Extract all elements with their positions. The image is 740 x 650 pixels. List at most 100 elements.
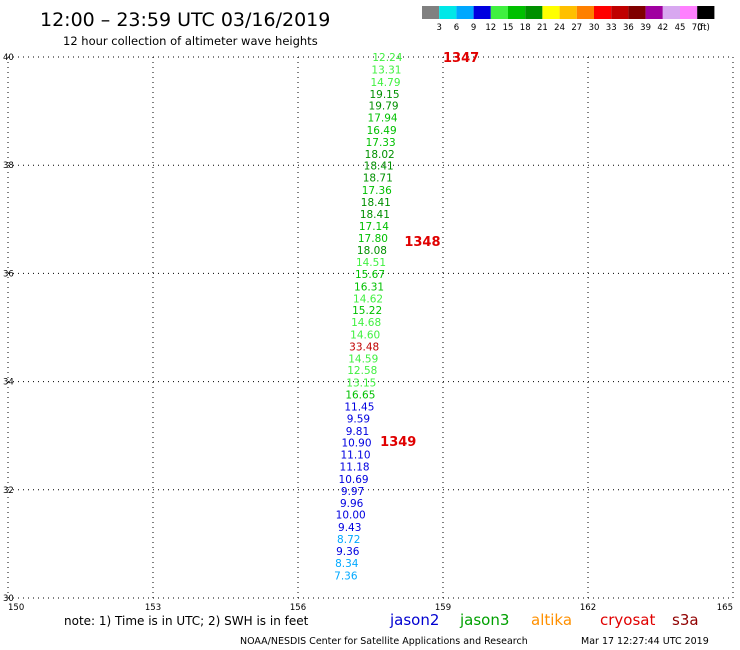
- swh-value: 15.67: [355, 269, 385, 281]
- satellite-legend: jason2 jason3 altika cryosat s3a: [389, 611, 699, 629]
- swh-value: 18.41: [364, 161, 394, 173]
- plot-area: 150 153 156 159 162 165 30 32 34 36 38 40 12.2413.31…: [3, 51, 734, 613]
- footer-note: note: 1) Time is in UTC; 2) SWH is in fe…: [64, 614, 309, 628]
- color-legend: 3 6 9 12 15 18 21 24 27 30 33 36 39 42 45 70(ft): [422, 6, 715, 33]
- x-tick-label: 156: [290, 603, 306, 613]
- x-tick-label: 162: [580, 603, 596, 613]
- swh-value: 17.94: [368, 113, 398, 125]
- swh-value: 10.90: [341, 438, 371, 450]
- y-tick-label: 40: [3, 53, 14, 63]
- legend-label: 33: [606, 23, 617, 33]
- y-tick-label: 36: [3, 269, 14, 279]
- swh-value: 12.24: [372, 52, 402, 64]
- swh-value: 13.31: [371, 64, 401, 76]
- swh-value: 14.59: [348, 353, 378, 365]
- page-title: 12:00 – 23:59 UTC 03/16/2019: [40, 9, 330, 31]
- legend-swatch: [473, 6, 491, 19]
- legend-label: 27: [571, 23, 582, 33]
- swh-value: 10.00: [336, 510, 366, 522]
- footer-credit: NOAA/NESDIS Center for Satellite Applica…: [240, 636, 528, 647]
- swh-value: 17.80: [358, 233, 388, 245]
- swh-value: 9.59: [347, 413, 370, 425]
- legend-label: 21: [537, 23, 548, 33]
- swh-value: 15.22: [352, 305, 382, 317]
- legend-label: 45: [675, 23, 686, 33]
- swh-value: 7.36: [334, 570, 358, 582]
- legend-label: 36: [623, 23, 634, 33]
- legend-label: 24: [554, 23, 565, 33]
- x-tick-label: 150: [8, 603, 24, 613]
- swh-value: 14.79: [370, 77, 400, 89]
- legend-swatch: [525, 6, 543, 19]
- legend-swatch: [542, 6, 560, 19]
- swh-value: 18.71: [363, 173, 393, 185]
- satellite-name: jason3: [459, 611, 509, 629]
- legend-swatch: [439, 6, 457, 19]
- legend-swatch: [576, 6, 594, 19]
- legend-swatch: [508, 6, 526, 19]
- swh-value: 16.65: [345, 390, 375, 402]
- footer-timestamp: Mar 17 12:27:44 UTC 2019: [581, 636, 709, 647]
- x-tick-label: 153: [145, 603, 161, 613]
- legend-label: 12: [485, 23, 496, 33]
- legend-swatch: [662, 6, 680, 19]
- legend-label: 18: [520, 23, 531, 33]
- swh-value: 18.41: [360, 209, 390, 221]
- legend-unit: (ft): [697, 23, 710, 33]
- satellite-name: altika: [531, 611, 572, 629]
- legend-swatch: [628, 6, 646, 19]
- swh-value: 11.45: [344, 401, 374, 413]
- legend-label: 30: [589, 23, 600, 33]
- swh-value: 14.51: [356, 257, 386, 269]
- swh-value: 9.36: [336, 546, 360, 558]
- legend-label: 39: [640, 23, 651, 33]
- swh-value: 12.58: [347, 365, 377, 377]
- swh-value: 16.49: [367, 125, 397, 137]
- swh-value: 8.34: [335, 558, 359, 570]
- y-tick-label: 30: [3, 594, 14, 604]
- x-tick-label: 159: [435, 603, 451, 613]
- legend-swatch: [594, 6, 612, 19]
- satellite-name: s3a: [672, 611, 699, 629]
- legend-label: 15: [503, 23, 514, 33]
- legend-swatch: [680, 6, 698, 19]
- swh-value: 14.60: [350, 330, 380, 342]
- legend-swatch: [611, 6, 629, 19]
- x-tick-label: 165: [717, 603, 733, 613]
- y-tick-label: 32: [3, 486, 14, 496]
- swh-value: 10.69: [339, 474, 369, 486]
- y-tick-label: 38: [3, 161, 14, 171]
- swh-value: 11.18: [340, 462, 370, 474]
- swh-value: 9.81: [346, 426, 369, 438]
- swh-value: 13.15: [346, 378, 376, 390]
- legend-swatch: [645, 6, 663, 19]
- swh-value: 14.68: [351, 317, 381, 329]
- swh-value: 19.79: [369, 101, 399, 113]
- legend-label: 6: [454, 23, 459, 33]
- swh-value: 17.14: [359, 221, 389, 233]
- legend-swatch: [456, 6, 474, 19]
- swh-value: 11.10: [340, 450, 370, 462]
- swh-value: 18.02: [365, 149, 395, 161]
- legend-label: 70: [692, 23, 703, 33]
- swh-value: 9.97: [341, 486, 364, 498]
- legend-swatch: [559, 6, 577, 19]
- swh-value: 9.43: [338, 522, 361, 534]
- y-tick-label: 34: [3, 378, 14, 388]
- legend-swatch: [422, 6, 440, 19]
- swh-value: 17.36: [362, 185, 392, 197]
- swh-value: 18.41: [361, 197, 391, 209]
- track-number: 1347: [443, 51, 479, 66]
- legend-label: 42: [657, 23, 668, 33]
- swh-value: 16.31: [354, 281, 384, 293]
- legend-swatch: [697, 6, 715, 19]
- track-number: 1348: [404, 235, 440, 250]
- page-subtitle: 12 hour collection of altimeter wave hei…: [63, 34, 318, 48]
- satellite-name: jason2: [389, 611, 439, 629]
- swh-value: 33.48: [349, 341, 379, 353]
- legend-swatch: [490, 6, 508, 19]
- legend-label: 9: [471, 23, 476, 33]
- swh-value: 8.72: [337, 534, 360, 546]
- legend-label: 3: [436, 23, 441, 33]
